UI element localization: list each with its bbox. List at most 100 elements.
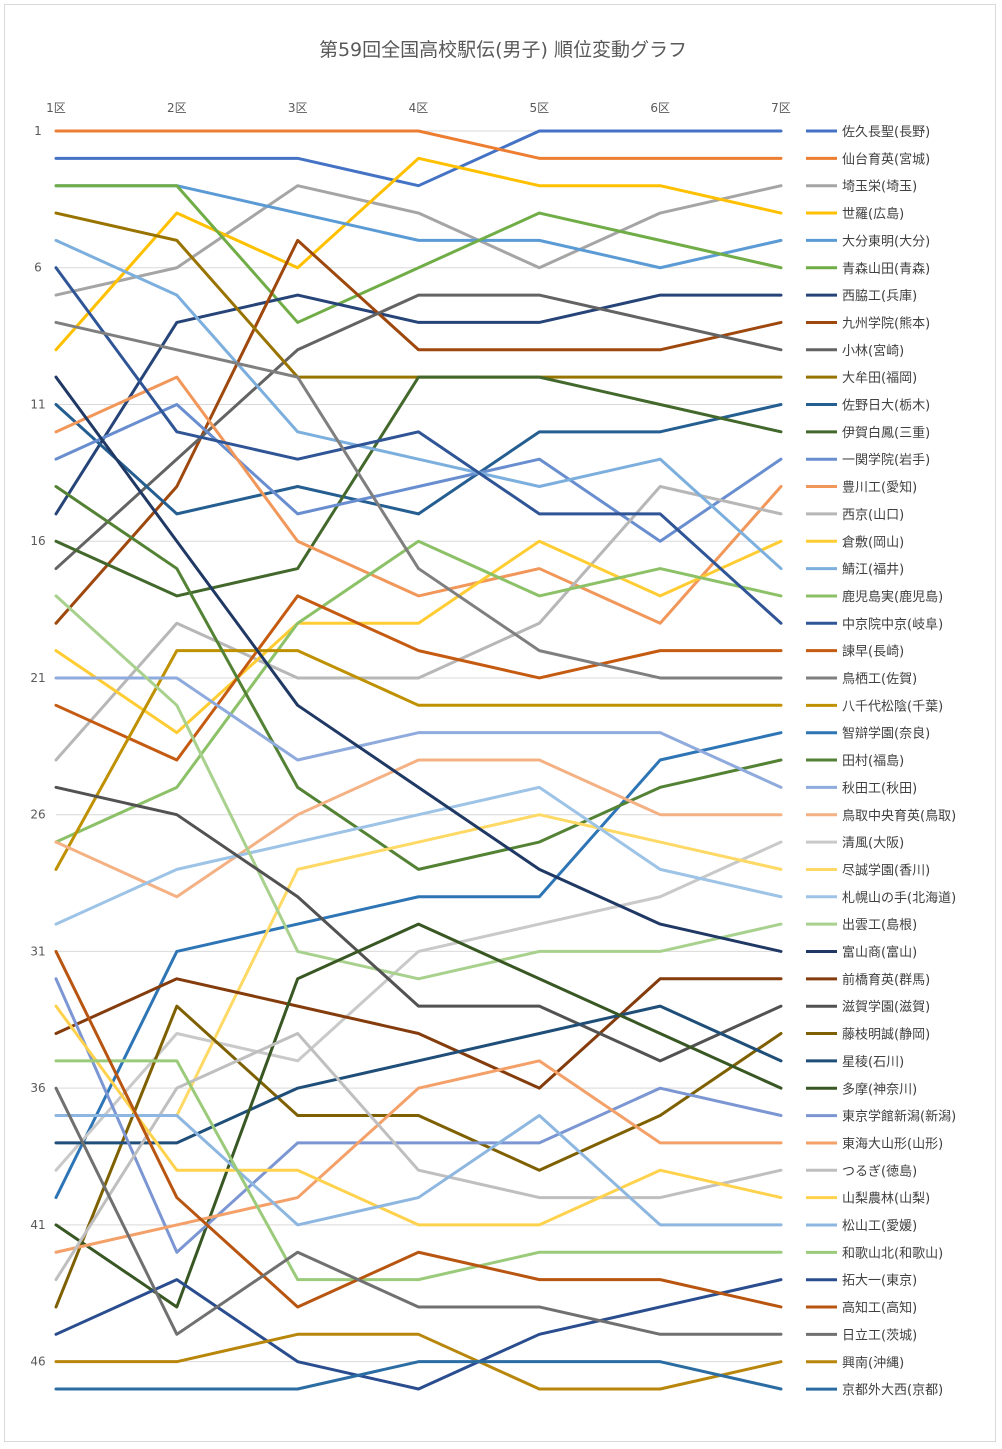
legend-label: 滋賀学園(滋賀) xyxy=(842,999,930,1015)
series-line xyxy=(54,594,783,981)
series-line xyxy=(54,1004,783,1309)
series-line xyxy=(54,1059,783,1282)
legend-label: 大分東明(大分) xyxy=(842,233,930,249)
series-line xyxy=(54,238,783,625)
y-tick-label: 1 xyxy=(34,124,42,138)
y-tick-label: 36 xyxy=(30,1081,45,1095)
legend-label: 富山商(富山) xyxy=(842,945,917,961)
series-line xyxy=(54,594,783,762)
legend-label: 九州学院(熊本) xyxy=(842,315,930,331)
legend-label: 出雲工(島根) xyxy=(842,918,917,933)
legend-label: 山梨農林(山梨) xyxy=(842,1192,930,1207)
series-line xyxy=(54,758,783,899)
series-line xyxy=(54,402,783,516)
y-tick-label: 6 xyxy=(34,261,42,275)
series-line xyxy=(54,293,783,516)
legend-label: 智辯学園(奈良) xyxy=(842,726,930,742)
series-line xyxy=(54,813,783,1118)
legend-label: 尽誠学園(香川) xyxy=(842,862,930,878)
legend-label: 興南(沖縄) xyxy=(842,1355,904,1371)
x-tick-label: 5区 xyxy=(530,101,550,115)
legend: 佐久長聖(長野) 仙台育英(宮城) 埼玉栄(埼玉) 世羅(広島) 大分東明(大分) 青森山… xyxy=(806,125,956,1398)
series-line xyxy=(54,1004,783,1145)
x-tick-label: 6区 xyxy=(650,101,670,115)
legend-label: 西脇工(兵庫) xyxy=(842,289,917,304)
legend-label: 小林(宮崎) xyxy=(842,343,904,359)
legend-label: 京都外大西(京都) xyxy=(842,1383,943,1398)
y-tick-label: 21 xyxy=(30,671,45,685)
series-line xyxy=(54,922,783,1309)
series-line xyxy=(54,402,783,543)
series-line xyxy=(54,1278,783,1391)
series-line xyxy=(54,539,783,844)
series-line xyxy=(54,1059,783,1254)
y-tick-label: 16 xyxy=(30,534,45,548)
legend-label: 東京学館新潟(新潟) xyxy=(842,1109,956,1125)
legend-label: 佐野日大(栃木) xyxy=(842,399,930,414)
series-line xyxy=(54,539,783,735)
series-line xyxy=(54,1332,783,1391)
legend-label: 札幌山の手(北海道) xyxy=(842,890,956,906)
legend-label: 高知工(高知) xyxy=(842,1300,917,1316)
y-tick-label: 41 xyxy=(30,1218,45,1232)
y-tick-label: 46 xyxy=(30,1355,45,1369)
legend-label: 八千代松陰(千葉) xyxy=(842,699,943,714)
x-axis-ticks: 1区 2区 3区 4区 5区 6区 7区 xyxy=(46,101,791,115)
series-line xyxy=(54,731,783,1200)
series-line xyxy=(54,840,783,1172)
x-tick-label: 3区 xyxy=(288,101,308,115)
series-line xyxy=(54,1360,783,1391)
legend-label: 諫早(長崎) xyxy=(842,644,904,660)
legend-label: 中京院中京(岐阜) xyxy=(842,616,943,632)
legend-label: 拓大一(東京) xyxy=(842,1273,917,1289)
series-line xyxy=(54,375,783,625)
x-tick-label: 2区 xyxy=(167,101,187,115)
legend-label: 藤枝明誠(静岡) xyxy=(842,1028,930,1043)
series-line xyxy=(54,129,783,188)
series-line xyxy=(54,375,783,598)
series-line xyxy=(54,785,783,926)
legend-label: 松山工(愛媛) xyxy=(842,1219,917,1234)
series-line xyxy=(54,977,783,1254)
series-line xyxy=(54,375,783,953)
y-tick-label: 11 xyxy=(30,397,45,411)
series-line xyxy=(54,1004,783,1227)
legend-label: 前橋育英(群馬) xyxy=(842,972,930,988)
legend-label: 鹿児島実(鹿児島) xyxy=(842,589,943,605)
legend-label: 世羅(広島) xyxy=(842,207,904,222)
legend-label: 倉敷(岡山) xyxy=(842,535,904,550)
chart-title: 第59回全国高校駅伝(男子) 順位変動グラフ xyxy=(319,39,687,61)
legend-label: 日立工(茨城) xyxy=(842,1328,917,1343)
legend-label: 豊川工(愛知) xyxy=(842,480,917,496)
series-line xyxy=(54,184,783,297)
x-tick-label: 7区 xyxy=(771,101,791,115)
legend-label: 伊賀白鳳(三重) xyxy=(842,425,930,441)
gridlines xyxy=(56,130,781,1363)
legend-label: 多摩(神奈川) xyxy=(842,1081,917,1097)
series-line xyxy=(54,1031,783,1282)
legend-label: 仙台育英(宮城) xyxy=(842,151,930,167)
series-line xyxy=(54,949,783,1309)
legend-label: 西京(山口) xyxy=(842,508,904,523)
legend-label: 田村(福島) xyxy=(842,754,904,769)
series-line xyxy=(54,238,783,571)
x-tick-label: 1区 xyxy=(46,101,66,115)
legend-label: つるぎ(徳島) xyxy=(842,1164,917,1179)
series-lines xyxy=(54,129,783,1391)
legend-label: 大牟田(福岡) xyxy=(842,371,917,386)
legend-label: 埼玉栄(埼玉) xyxy=(842,180,917,195)
series-line xyxy=(54,977,783,1090)
chart-frame xyxy=(4,4,996,1442)
legend-label: 佐久長聖(長野) xyxy=(842,125,930,140)
series-line xyxy=(54,320,783,680)
series-line xyxy=(54,676,783,789)
legend-label: 鯖江(福井) xyxy=(842,563,904,578)
series-line xyxy=(54,293,783,571)
series-line xyxy=(54,129,783,160)
series-line xyxy=(54,1114,783,1227)
y-tick-label: 26 xyxy=(30,808,45,822)
y-tick-label: 31 xyxy=(30,944,45,958)
series-line xyxy=(54,485,783,762)
